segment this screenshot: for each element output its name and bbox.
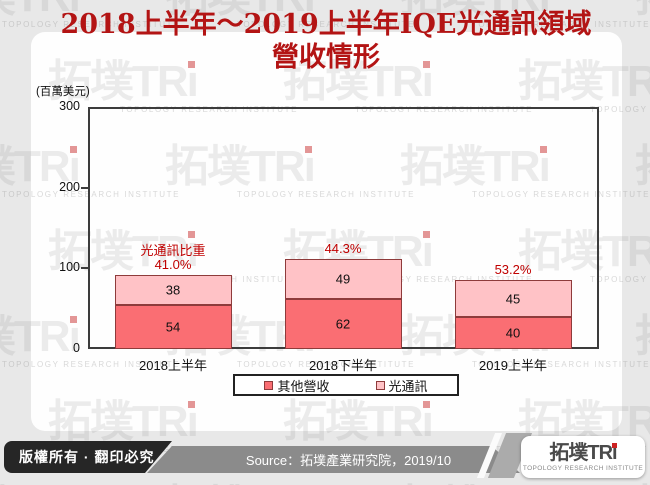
tri-logo-panel: 拓墣TRi TOPOLOGY RESEARCH INSTITUTE: [521, 436, 645, 478]
page-title-line2: 營收情形: [272, 42, 380, 73]
bar-value-label: 40: [505, 325, 521, 341]
bar-value-label: 49: [335, 271, 351, 287]
bar-value-label: 54: [165, 319, 181, 335]
y-tick-label: 0: [73, 341, 80, 355]
bar-value-label: 62: [335, 316, 351, 332]
legend-swatch-icon: [375, 380, 385, 390]
ratio-title-label: 光通訊比重: [140, 242, 206, 258]
bar-value-label: 38: [165, 282, 181, 298]
tri-logo-red-dot-icon: [611, 443, 617, 448]
legend-entry: 其他營收: [264, 376, 330, 395]
legend: 其他營收 光通訊: [233, 374, 459, 396]
footer-copyright-bar: 版權所有 · 翻印必究: [4, 441, 172, 473]
bar-segment: 40: [454, 316, 572, 349]
bar-segment: 62: [284, 298, 402, 349]
y-tick-label: 200: [59, 179, 80, 194]
x-category-label: 2018上半年: [139, 358, 207, 373]
legend-entry: 光通訊: [375, 376, 428, 395]
content-panel: [31, 32, 622, 431]
tri-logo-subtext: TOPOLOGY RESEARCH INSTITUTE: [522, 465, 644, 472]
y-tick-mark: [81, 267, 88, 270]
y-tick-mark: [81, 186, 88, 189]
legend-label: 其他營收: [277, 378, 330, 394]
y-tick-label: 300: [59, 99, 80, 113]
x-category-label: 2019上半年: [479, 358, 547, 373]
source-text: Source：拓墣產業研究院，2019/10: [245, 453, 452, 468]
bar-segment: 54: [114, 305, 232, 349]
footer-source-bar: Source：拓墣產業研究院，2019/10: [147, 446, 520, 473]
copyright-text: 版權所有 · 翻印必究: [19, 449, 155, 465]
ratio-percent-label: 44.3%: [324, 241, 362, 257]
bar-value-label: 45: [505, 291, 521, 307]
ratio-percent-label: 53.2%: [494, 262, 532, 278]
page-title-line1: 2018上半年～2019上半年IQE光通訊領域: [60, 9, 592, 40]
y-axis-unit-label: (百萬美元): [36, 86, 90, 98]
legend-label: 光通訊: [388, 378, 428, 394]
page-title: 2018上半年～2019上半年IQE光通訊領域 營收情形: [40, 8, 612, 74]
ratio-percent-label: 41.0%: [154, 256, 192, 272]
bar-segment: 38: [114, 274, 232, 306]
y-tick-label: 100: [59, 260, 80, 275]
tri-logo-text: 拓墣TRi: [549, 442, 617, 464]
tri-logo: 拓墣TRi: [549, 442, 617, 464]
x-category-label: 2018下半年: [309, 358, 377, 373]
legend-swatch-icon: [264, 380, 274, 390]
bar-segment: 45: [454, 280, 572, 317]
bar-segment: 49: [284, 259, 402, 299]
